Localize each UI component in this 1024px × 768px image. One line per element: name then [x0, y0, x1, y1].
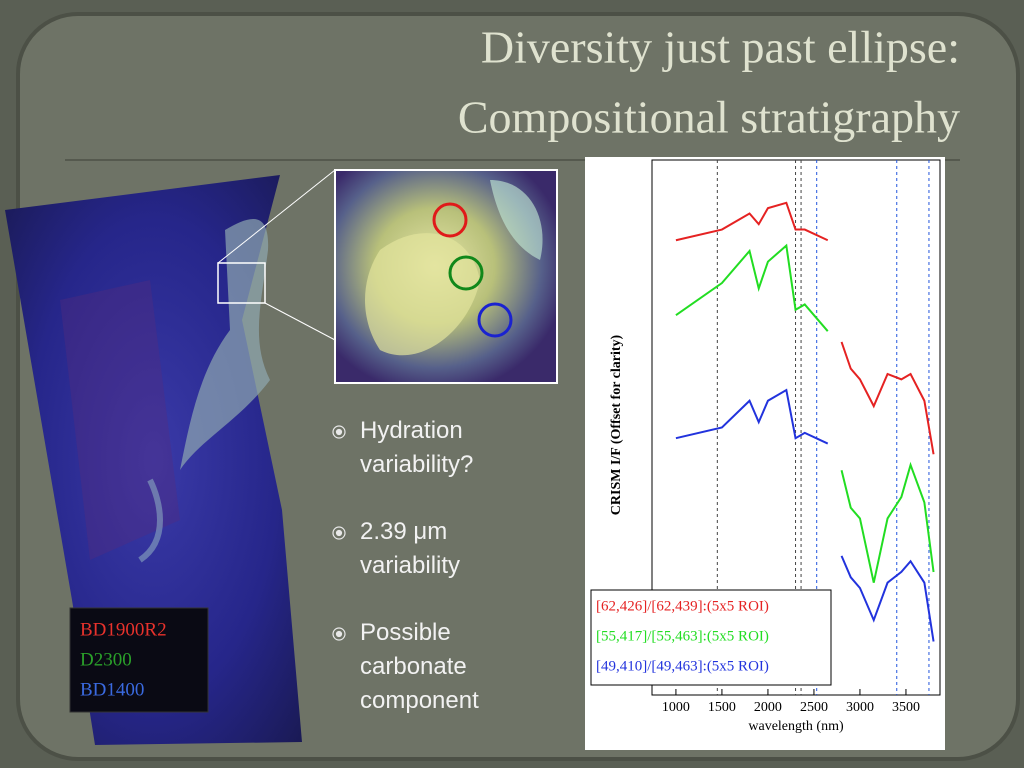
bullet-icons	[332, 425, 346, 641]
map-legend: BD1900R2 D2300 BD1400	[80, 619, 167, 700]
x-axis-label: wavelength (nm)	[748, 719, 844, 734]
zoom-connector	[264, 302, 336, 341]
x-tick-label: 3000	[846, 700, 874, 715]
map-feature	[180, 218, 270, 470]
zoom-feature	[490, 180, 543, 260]
spectrum-line	[675, 201, 935, 455]
spectrum-line	[675, 388, 935, 642]
bullet-text: Hydration variability?	[360, 417, 474, 478]
map-legend-label: D2300	[80, 649, 132, 670]
title-line: Compositional stratigraphy	[458, 92, 960, 143]
bullet-text: 2.39 μm variability	[360, 518, 461, 579]
roi-circle	[448, 255, 484, 291]
map-feature	[60, 280, 180, 560]
map-legend-label: BD1900R2	[80, 619, 167, 640]
y-axis-label: CRISM I/F (Offset for clarity)	[609, 334, 624, 515]
x-tick-label: 1000	[662, 700, 690, 715]
legend-box	[590, 589, 832, 686]
legend-label: [55,417]/[55,463]:(5x5 ROI)	[596, 628, 769, 644]
title-line: Diversity just past ellipse:	[481, 22, 960, 73]
zoom-connector	[217, 169, 336, 264]
x-tick-label: 3500	[892, 700, 920, 715]
map-image	[5, 175, 302, 745]
map-feature	[138, 478, 163, 563]
bullet-text: Possible carbonate component	[360, 619, 479, 714]
x-tick-label: 2500	[800, 700, 828, 715]
map-legend-box	[69, 607, 209, 713]
spectrum-line	[675, 243, 935, 583]
roi-circle	[477, 302, 513, 338]
chart: 1000 1500 2000 2500 3000 3500 wavelength (nm) C…	[590, 159, 941, 734]
map-legend-label: BD1400	[80, 679, 144, 700]
legend-label: [62,426]/[62,439]:(5x5 ROI)	[596, 598, 769, 614]
legend-label: [49,410]/[49,463]:(5x5 ROI)	[596, 658, 769, 674]
x-tick-label: 2000	[754, 700, 782, 715]
x-tick-label: 1500	[708, 700, 736, 715]
roi-circle	[432, 202, 468, 238]
zoom-box	[217, 262, 266, 304]
